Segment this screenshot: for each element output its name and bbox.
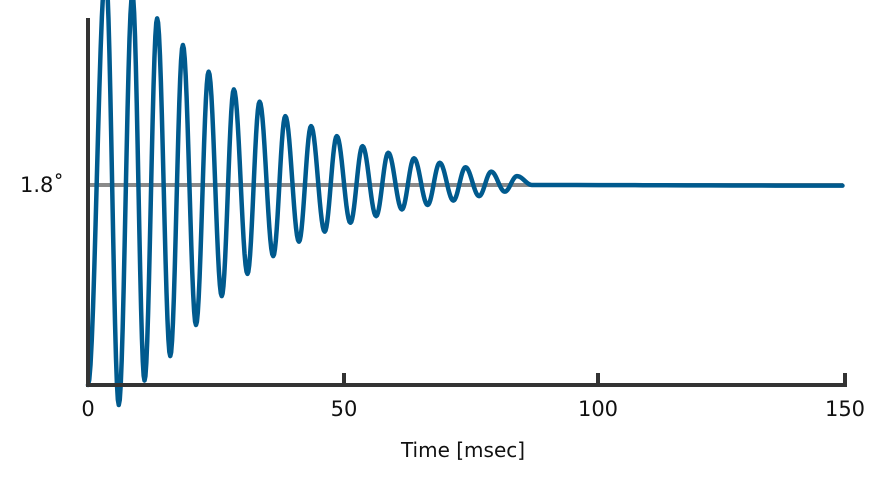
x-tick-label-100: 100	[578, 397, 618, 421]
x-axis-ticks	[342, 373, 847, 387]
x-tick-label-150: 150	[825, 397, 865, 421]
x-tick-label-50: 50	[331, 397, 358, 421]
response-curve	[85, 0, 845, 408]
x-tick-label-0: 0	[81, 397, 94, 421]
x-axis-title: Time [msec]	[400, 438, 525, 462]
reference-label: 1.8˚	[20, 173, 64, 197]
